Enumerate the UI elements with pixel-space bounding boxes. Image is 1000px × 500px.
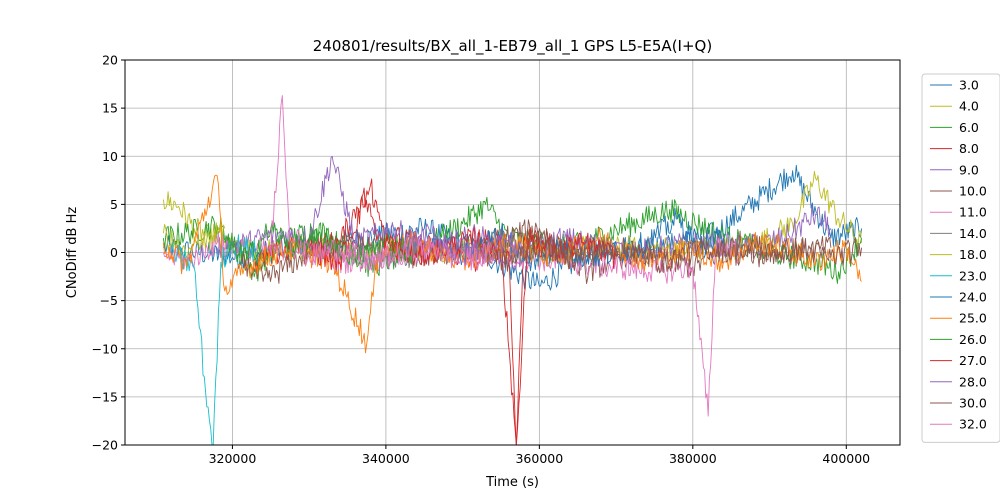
series-line-23.0 <box>170 234 256 445</box>
legend-label: 28.0 <box>959 374 987 389</box>
x-tick-label: 400000 <box>822 451 870 466</box>
legend-label: 30.0 <box>959 396 987 411</box>
series-line-24.0 <box>431 208 724 272</box>
y-tick-label: 0 <box>110 245 118 260</box>
legend-label: 32.0 <box>959 417 987 432</box>
legend-label: 18.0 <box>959 247 987 262</box>
legend-box <box>921 73 1000 443</box>
legend-label: 3.0 <box>959 78 979 93</box>
y-tick-label: 20 <box>102 53 118 68</box>
legend: 3.0 4.0 6.0 8.0 9.0 10.0 11.0 14.0 18.0 23.0 24.0 2… <box>921 73 1000 443</box>
series-line-27.0 <box>308 178 617 445</box>
y-tick-label: −15 <box>92 389 118 404</box>
x-tick-label: 380000 <box>669 451 717 466</box>
y-tick-label: 15 <box>102 101 118 116</box>
x-tick-label: 340000 <box>362 451 410 466</box>
legend-label: 10.0 <box>959 184 987 199</box>
legend-label: 4.0 <box>959 99 979 114</box>
series-line-28.0 <box>400 223 525 267</box>
legend-label: 14.0 <box>959 226 987 241</box>
x-axis-label: Time (s) <box>485 475 539 490</box>
y-axis-label: CNoDiff dB Hz <box>65 207 80 299</box>
legend-label: 11.0 <box>959 205 987 220</box>
series-line-14.0 <box>308 236 617 269</box>
plot-area <box>162 95 863 445</box>
legend-label: 23.0 <box>959 268 987 283</box>
series-line-30.0 <box>477 230 863 274</box>
legend-label: 6.0 <box>959 120 979 135</box>
legend-label: 26.0 <box>959 332 987 347</box>
legend-label: 24.0 <box>959 290 987 305</box>
axis-ticks: 320000 340000 360000 380000 400000 −20 −15 −10 −… <box>92 53 871 467</box>
y-tick-label: −10 <box>92 341 118 356</box>
legend-label: 25.0 <box>959 311 987 326</box>
series-line-32.0 <box>270 95 494 271</box>
y-tick-label: −20 <box>92 438 118 453</box>
x-tick-label: 360000 <box>515 451 563 466</box>
legend-label: 9.0 <box>959 162 979 177</box>
y-tick-label: −5 <box>100 293 118 308</box>
y-tick-label: 5 <box>110 197 118 212</box>
chart-title: 240801/results/BX_all_1-EB79_all_1 GPS L… <box>313 37 712 56</box>
legend-label: 27.0 <box>959 353 987 368</box>
legend-label: 8.0 <box>959 141 979 156</box>
series-line-25.0 <box>162 174 862 354</box>
y-tick-label: 10 <box>102 149 118 164</box>
x-tick-label: 320000 <box>209 451 257 466</box>
